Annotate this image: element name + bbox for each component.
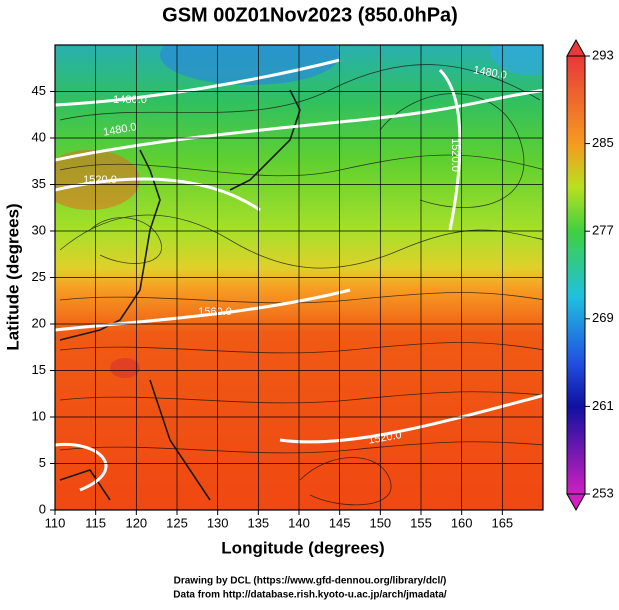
y-tick-label: 0 [39, 501, 46, 516]
colorbar-extend-top [566, 38, 586, 57]
y-tick-label: 25 [32, 269, 46, 284]
field: 1480.0 1480.0 1520.0 1480.0 1520.0 1560.0 1520… [55, 45, 543, 510]
x-tick-label: 120 [125, 515, 147, 530]
cold-area [160, 45, 340, 85]
x-tick-label: 135 [247, 515, 269, 530]
x-axis-label: Longitude (degrees) [221, 538, 384, 557]
x-tick-label: 160 [451, 515, 473, 530]
colorbar-tick-label: 293 [592, 47, 614, 62]
y-tick-label: 30 [32, 222, 46, 237]
colorbar-extend-bottom [566, 493, 586, 512]
contour-label: 1480.0 [113, 94, 147, 106]
contours [55, 58, 543, 492]
y-tick-label: 35 [32, 176, 46, 191]
cold-area [490, 45, 543, 75]
x-tick-label: 145 [329, 515, 351, 530]
streamlines [59, 64, 543, 506]
x-tick-label: 110 [45, 515, 66, 530]
grid [55, 45, 543, 510]
warm-area [55, 150, 140, 210]
x-tick-label: 155 [410, 515, 432, 530]
y-tick-label: 5 [39, 455, 46, 470]
colorbar-tick-label: 261 [592, 398, 614, 413]
x-tick-label: 140 [288, 515, 310, 530]
y-tick-label: 20 [32, 315, 46, 330]
x-tick-label: 150 [369, 515, 391, 530]
colorbar-tick-label: 277 [592, 223, 614, 238]
colorbar [566, 55, 586, 495]
x-tick-label: 130 [207, 515, 229, 530]
y-tick-label: 15 [32, 362, 46, 377]
credit: Data from http://database.rish.kyoto-u.a… [173, 590, 447, 601]
x-tick-label: 115 [85, 515, 106, 530]
contour-label: 1480.0 [102, 121, 137, 139]
y-axis-label: Latitude (degrees) [3, 203, 22, 350]
contour-label: 1520.0 [367, 429, 402, 447]
contour-label: 1480.0 [472, 64, 507, 82]
title: GSM 00Z01Nov2023 (850.0hPa) [162, 4, 458, 26]
y-tick-label: 45 [32, 83, 46, 98]
contour-label: 1560.0 [198, 306, 232, 318]
warm-area [110, 358, 140, 378]
y-tick-label: 10 [32, 408, 46, 423]
credit: Drawing by DCL (https://www.gfd-dennou.o… [174, 576, 447, 587]
contour-label: 1520.0 [83, 174, 117, 186]
axes: 110 115 120 125 130 135 140 145 150 155 160 165 0 5 10… [32, 47, 614, 530]
colorbar-tick-label: 269 [592, 310, 614, 325]
contour-label: 1520.0 [449, 138, 461, 172]
colorbar-tick-label: 253 [592, 485, 614, 500]
y-tick-label: 40 [32, 129, 46, 144]
x-tick-label: 165 [491, 515, 513, 530]
contour-labels: 1480.0 1480.0 1520.0 1480.0 1520.0 1560.0 1520… [83, 64, 507, 447]
x-tick-label: 125 [166, 515, 188, 530]
colorbar-tick-label: 285 [592, 135, 614, 150]
